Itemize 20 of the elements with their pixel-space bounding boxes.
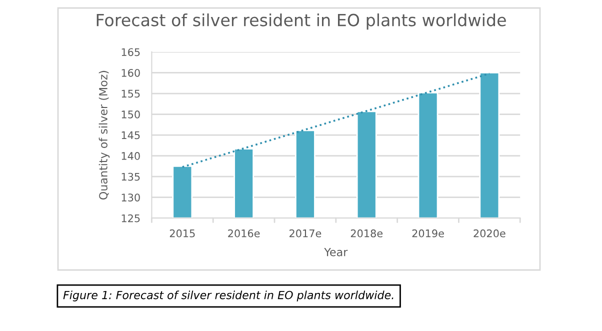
y-tick-label: 135 [122,172,140,181]
x-tick-label: 2016e [228,229,260,238]
x-tick-label: 2019e [412,229,444,238]
x-tick-label: 2015 [170,229,195,238]
y-tick-label: 140 [122,152,140,160]
y-tick-label: 130 [122,194,140,202]
y-tick-label: 150 [122,110,140,118]
caption: Figure 1: Forecast of silver resident in EO plants worldwide. [63,290,394,302]
y-tick-label: 155 [122,90,140,98]
y-tick-label: 160 [122,68,140,77]
y-tick-label: 125 [122,214,140,222]
x-tick-label: 2017e [290,229,322,238]
y-tick-label: 165 [122,48,140,56]
y-tick-label: 145 [122,131,140,140]
chart-title: Forecast of silver resident in EO plants worldwide [96,13,506,30]
x-axis-title: Year [324,248,348,256]
y-axis-title: Quantity of silver (Moz) [98,70,110,200]
line-series [182,72,490,168]
x-tick-label: 2018e [350,229,383,238]
x-tick-label: 2020e [474,229,506,238]
